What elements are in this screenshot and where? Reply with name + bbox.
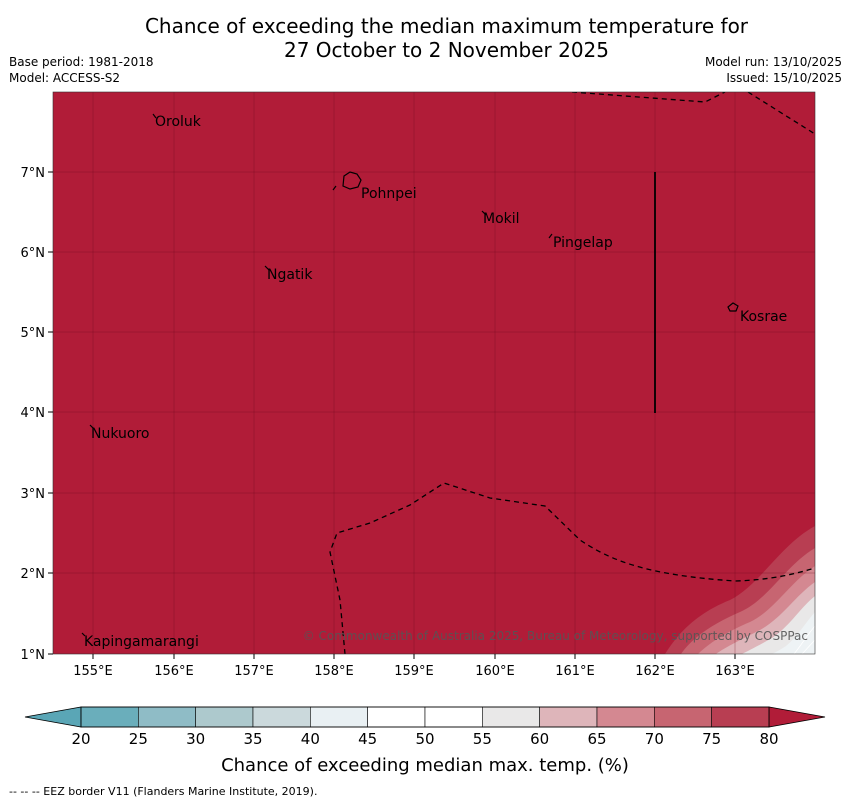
lon-label: 158°E <box>314 664 354 679</box>
lat-label: 1°N <box>21 648 46 663</box>
place-label-kosrae: Kosrae <box>740 309 787 325</box>
colorbar-swatch <box>80 706 139 728</box>
oroluk-atoll-mark <box>152 113 157 119</box>
colorbar-tick-label: 65 <box>587 730 607 748</box>
eez-legend-note: -- -- -- EEZ border V11 (Flanders Marine… <box>9 785 318 798</box>
colorbar-swatch <box>195 706 254 728</box>
longitude-labels: 155°E 156°E 157°E 158°E 159°E 160°E 161°… <box>73 664 755 679</box>
place-label-kapingamarangi: Kapingamarangi <box>84 634 199 650</box>
lon-label: 159°E <box>394 664 434 679</box>
lon-label: 161°E <box>555 664 595 679</box>
map-area: Oroluk Pohnpei Mokil Pingelap Ngatik Kos… <box>53 92 815 654</box>
colorbar-title: Chance of exceeding median max. temp. (%… <box>221 755 629 776</box>
lat-label: 7°N <box>21 166 46 181</box>
lon-label: 160°E <box>475 664 515 679</box>
colorbar-tick-label: 25 <box>128 730 148 748</box>
colorbar-frame <box>80 706 770 728</box>
colorbar-swatch <box>252 706 311 728</box>
lat-label: 4°N <box>21 406 46 421</box>
colorbar-swatch <box>539 706 598 728</box>
colorbar-tick-label: 35 <box>243 730 263 748</box>
colorbar-tick-label: 80 <box>759 730 779 748</box>
base-period: Base period: 1981-2018 <box>9 55 154 69</box>
contour-line-a <box>793 625 815 654</box>
colorbar-swatch <box>654 706 712 728</box>
eez-border-northeast <box>747 92 815 135</box>
contour-line-b <box>801 639 815 654</box>
colorbar-swatch <box>596 706 655 728</box>
place-label-pohnpei: Pohnpei <box>361 186 417 202</box>
pohnpei-reef-mark <box>332 185 337 191</box>
colorbar-tick-label: 50 <box>415 730 435 748</box>
colorbar-swatch <box>367 706 426 728</box>
lon-label: 162°E <box>635 664 675 679</box>
colorbar-swatch <box>711 706 770 728</box>
contour-band-45 <box>772 612 815 654</box>
colorbar-tick-label: 40 <box>300 730 320 748</box>
colorbar-low-extension <box>24 706 82 728</box>
place-label-mokil: Mokil <box>483 211 520 227</box>
colorbar-swatch <box>424 706 483 728</box>
place-label-pingelap: Pingelap <box>553 235 613 251</box>
mokil-atoll-mark <box>481 210 487 216</box>
colorbar-swatch <box>310 706 368 728</box>
colorbar-swatch <box>482 706 540 728</box>
colorbar-tick-label: 30 <box>186 730 206 748</box>
colorbar-high-extension <box>768 706 826 728</box>
place-label-oroluk: Oroluk <box>155 114 202 130</box>
lon-label: 163°E <box>715 664 755 679</box>
eez-borders <box>329 92 815 654</box>
lat-label: 3°N <box>21 487 46 502</box>
colorbar-tick-label: 60 <box>530 730 550 748</box>
map-frame <box>52 91 816 655</box>
islands <box>81 113 739 637</box>
eez-border-north <box>571 92 726 103</box>
eez-border-south <box>329 482 815 654</box>
pingelap-atoll-mark <box>548 233 553 239</box>
ngatik-atoll-mark <box>264 265 270 271</box>
place-label-nukuoro: Nukuoro <box>91 426 149 442</box>
colorbar <box>24 706 826 728</box>
latitude-labels: 7°N 6°N 5°N 4°N 3°N 2°N 1°N <box>21 166 46 663</box>
lon-label: 155°E <box>73 664 113 679</box>
lon-label: 157°E <box>234 664 274 679</box>
lat-label: 5°N <box>21 326 46 341</box>
lat-label: 6°N <box>21 246 46 261</box>
graticule <box>53 92 815 654</box>
nukuoro-atoll-mark <box>89 424 95 430</box>
kapingamarangi-atoll-mark <box>81 632 86 637</box>
colorbar-tick-label: 45 <box>358 730 378 748</box>
title-line-2: 27 October to 2 November 2025 <box>283 38 610 62</box>
copyright-notice: © Commonwealth of Australia 2025, Bureau… <box>303 629 808 643</box>
chart-title: Chance of exceeding the median maximum t… <box>0 14 850 62</box>
kosrae-island-outline <box>727 302 739 312</box>
place-labels: Oroluk Pohnpei Mokil Pingelap Ngatik Kos… <box>84 114 787 650</box>
model-name: Model: ACCESS-S2 <box>9 71 121 85</box>
colorbar-swatches <box>80 706 770 728</box>
lat-label: 2°N <box>21 567 46 582</box>
issued-date: Issued: 15/10/2025 <box>726 71 842 85</box>
colorbar-tick-label: 75 <box>702 730 722 748</box>
lon-label: 156°E <box>154 664 194 679</box>
title-line-1: Chance of exceeding the median maximum t… <box>144 14 749 38</box>
axis-ticks <box>48 171 736 659</box>
colorbar-tick-label: 55 <box>472 730 492 748</box>
colorbar-swatch <box>138 706 196 728</box>
colorbar-tick-label: 20 <box>71 730 91 748</box>
model-run: Model run: 13/10/2025 <box>704 55 842 69</box>
probability-field <box>53 92 815 654</box>
meta-right: Model run: 13/10/2025 Issued: 15/10/2025 <box>705 54 842 86</box>
place-label-ngatik: Ngatik <box>267 267 313 283</box>
pohnpei-island-outline <box>342 171 362 190</box>
colorbar-tick-label: 70 <box>644 730 664 748</box>
meta-left: Base period: 1981-2018 Model: ACCESS-S2 <box>9 54 154 86</box>
